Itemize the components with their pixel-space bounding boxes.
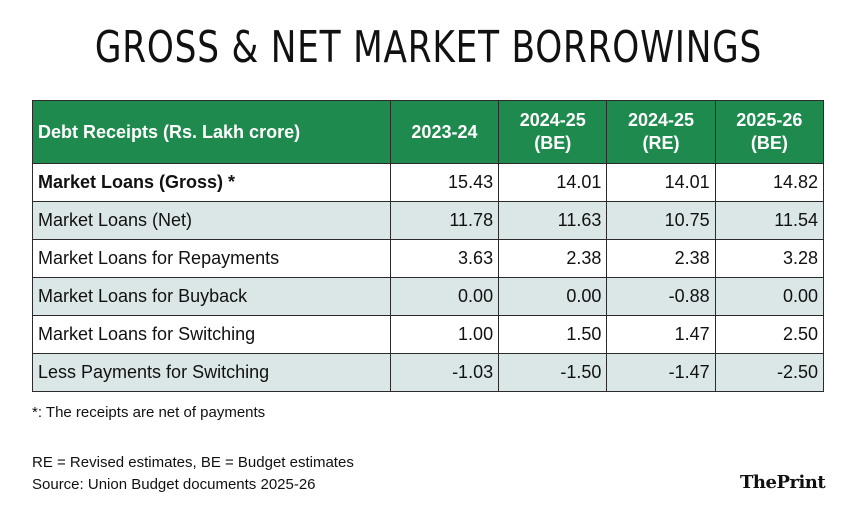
source-note: Source: Union Budget documents 2025-26 [32, 476, 316, 493]
cell-value: 15.43 [389, 163, 500, 202]
footnote: *: The receipts are net of payments [32, 404, 266, 421]
cell-value: -2.50 [714, 353, 825, 392]
table-row: Market Loans for Buyback 0.00 0.00 -0.88… [32, 277, 825, 316]
cell-value: -1.03 [389, 353, 500, 392]
table-row: Market Loans (Net) 11.78 11.63 10.75 11.… [32, 201, 825, 240]
cell-value: 0.00 [714, 277, 825, 316]
header-year: 2024-25 [519, 110, 586, 130]
row-label: Market Loans (Net) [32, 201, 391, 240]
table-row: Market Loans for Repayments 3.63 2.38 2.… [32, 239, 825, 278]
cell-value: 10.75 [606, 201, 716, 240]
row-label: Market Loans for Repayments [32, 239, 391, 278]
table-row: Market Loans (Gross) * 15.43 14.01 14.01… [32, 163, 825, 202]
cell-value: -1.50 [498, 353, 608, 392]
row-label: Market Loans for Buyback [32, 277, 391, 316]
header-label: Debt Receipts (Rs. Lakh crore) [32, 100, 391, 164]
header-tag: (BE) [750, 133, 788, 153]
cell-value: 3.63 [389, 239, 500, 278]
row-label: Market Loans for Switching [32, 315, 391, 354]
cell-value: 0.00 [389, 277, 500, 316]
definitions-note: RE = Revised estimates, BE = Budget esti… [32, 454, 354, 471]
header-tag: (RE) [642, 133, 680, 153]
cell-value: 1.50 [498, 315, 608, 354]
cell-value: 1.00 [389, 315, 500, 354]
cell-value: 0.00 [498, 277, 608, 316]
header-year-2023-24: 2023-24 [389, 100, 500, 164]
header-tag: (BE) [534, 133, 572, 153]
table-row: Less Payments for Switching -1.03 -1.50 … [32, 353, 825, 392]
cell-value: 2.38 [498, 239, 608, 278]
logo-part-print: Print [776, 472, 826, 493]
header-year: 2024-25 [627, 110, 695, 130]
header-year-2024-25-be: 2024-25 (BE) [498, 100, 608, 164]
cell-value: 11.63 [498, 201, 608, 240]
cell-value: 3.28 [714, 239, 825, 278]
cell-value: 14.01 [606, 163, 716, 202]
header-year: 2023-24 [411, 121, 478, 142]
borrowings-table: Debt Receipts (Rs. Lakh crore) 2023-24 2… [32, 100, 825, 392]
cell-value: 14.01 [498, 163, 608, 202]
table-header-row: Debt Receipts (Rs. Lakh crore) 2023-24 2… [32, 100, 825, 164]
cell-value: 2.50 [714, 315, 825, 354]
logo-part-the: The [740, 472, 777, 493]
header-year-2024-25-re: 2024-25 (RE) [606, 100, 716, 164]
cell-value: -1.47 [606, 353, 716, 392]
row-label: Market Loans (Gross) * [32, 163, 391, 202]
table-row: Market Loans for Switching 1.00 1.50 1.4… [32, 315, 825, 354]
cell-value: 1.47 [606, 315, 716, 354]
cell-value: 14.82 [714, 163, 825, 202]
theprint-logo: ThePrint [740, 472, 826, 493]
page-title: GROSS & NET MARKET BORROWINGS [94, 22, 763, 73]
header-year: 2025-26 [736, 110, 803, 130]
row-label: Less Payments for Switching [32, 353, 391, 392]
header-year-2025-26-be: 2025-26 (BE) [714, 100, 825, 164]
cell-value: -0.88 [606, 277, 716, 316]
cell-value: 11.78 [389, 201, 500, 240]
cell-value: 11.54 [714, 201, 825, 240]
cell-value: 2.38 [606, 239, 716, 278]
